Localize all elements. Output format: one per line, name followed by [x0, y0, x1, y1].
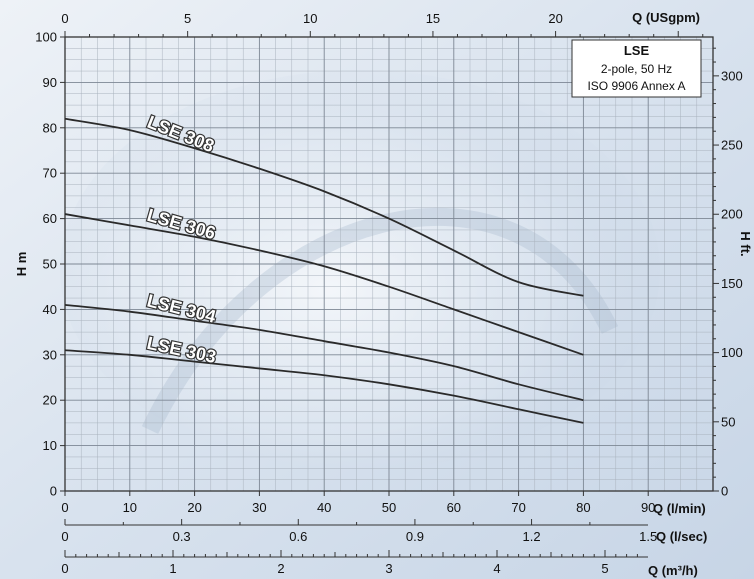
x-lmin-tick-label: 80	[576, 500, 590, 515]
x-top-tick-label: 20	[548, 11, 562, 26]
series-line-lse-306	[64, 213, 584, 356]
series-line-lse-303	[64, 349, 584, 424]
y-right-tick-label: 100	[721, 345, 743, 360]
x-m3h-axis-title: Q (m³/h)	[648, 563, 698, 578]
background-swirl	[60, 70, 660, 470]
y-right-axis-title: H ft.	[738, 231, 753, 256]
x-m3h-tick-label: 5	[601, 561, 608, 576]
y-left-tick-label: 0	[50, 484, 57, 499]
x-lmin-axis-title: Q (l/min)	[653, 501, 706, 516]
x-lmin-tick-label: 50	[382, 500, 396, 515]
y-right-tick-label: 0	[721, 484, 728, 499]
x-lsec-axis-title: Q (l/sec)	[656, 529, 707, 544]
series-line-lse-308	[64, 117, 584, 297]
left-axis: 0 10 20 30 40 50 60 70 80 90 100	[35, 30, 65, 499]
x-lsec-tick-label: 0.6	[289, 529, 307, 544]
x-top-tick-label: 10	[303, 11, 317, 26]
y-left-tick-label: 80	[43, 120, 57, 135]
x-lsec-tick-label: 0.3	[173, 529, 191, 544]
y-right-tick-label: 150	[721, 276, 743, 291]
y-left-tick-label: 60	[43, 211, 57, 226]
y-left-tick-label: 30	[43, 347, 57, 362]
x-m3h-tick-label: 0	[61, 561, 68, 576]
bottom-axes: 0 10 20 30 40 50 60 70 80 90 0 0.3 0.6 0.9 1.2 1.5 0 1 2 3 4…	[61, 491, 657, 576]
x-lmin-tick-label: 10	[123, 500, 137, 515]
x-top-tick-label: 15	[426, 11, 440, 26]
x-top-tick-label: 0	[61, 11, 68, 26]
x-lmin-tick-label: 0	[61, 500, 68, 515]
y-left-tick-label: 90	[43, 75, 57, 90]
legend-title: LSE	[624, 43, 650, 58]
x-lmin-tick-label: 20	[187, 500, 201, 515]
y-right-tick-label: 200	[721, 207, 743, 222]
x-lsec-tick-label: 0.9	[406, 529, 424, 544]
x-top-axis-title: Q (USgpm)	[632, 10, 700, 25]
x-m3h-tick-label: 4	[493, 561, 500, 576]
series-line-lse-304	[64, 303, 584, 402]
y-left-tick-label: 70	[43, 166, 57, 181]
x-m3h-tick-label: 1	[169, 561, 176, 576]
x-lmin-tick-label: 40	[317, 500, 331, 515]
x-m3h-tick-label: 2	[277, 561, 284, 576]
y-left-tick-label: 20	[43, 393, 57, 408]
top-axis: 0 5 10 15 20	[61, 11, 704, 37]
y-right-tick-label: 250	[721, 138, 743, 153]
x-m3h-tick-label: 3	[385, 561, 392, 576]
legend-frame	[571, 39, 702, 98]
x-lsec-tick-label: 1.5	[639, 529, 657, 544]
legend-line-2: ISO 9906 Annex A	[587, 79, 685, 93]
y-left-tick-label: 40	[43, 302, 57, 317]
legend-box: LSE 2-pole, 50 Hz ISO 9906 Annex A	[571, 39, 702, 98]
y-right-tick-label: 50	[721, 414, 735, 429]
x-lsec-tick-label: 1.2	[523, 529, 541, 544]
legend-line-1: 2-pole, 50 Hz	[601, 62, 672, 76]
x-top-tick-label: 5	[184, 11, 191, 26]
x-lmin-tick-label: 90	[641, 500, 655, 515]
x-lmin-tick-label: 70	[511, 500, 525, 515]
x-lmin-tick-label: 60	[447, 500, 461, 515]
y-left-tick-label: 100	[35, 30, 57, 45]
right-axis: 0 50 100 150 200 250 300	[713, 47, 743, 499]
y-left-tick-label: 50	[43, 257, 57, 272]
y-right-tick-label: 300	[721, 68, 743, 83]
y-left-axis-title: H m	[14, 252, 29, 277]
y-left-tick-label: 10	[43, 438, 57, 453]
x-lsec-tick-label: 0	[61, 529, 68, 544]
x-lmin-tick-label: 30	[252, 500, 266, 515]
